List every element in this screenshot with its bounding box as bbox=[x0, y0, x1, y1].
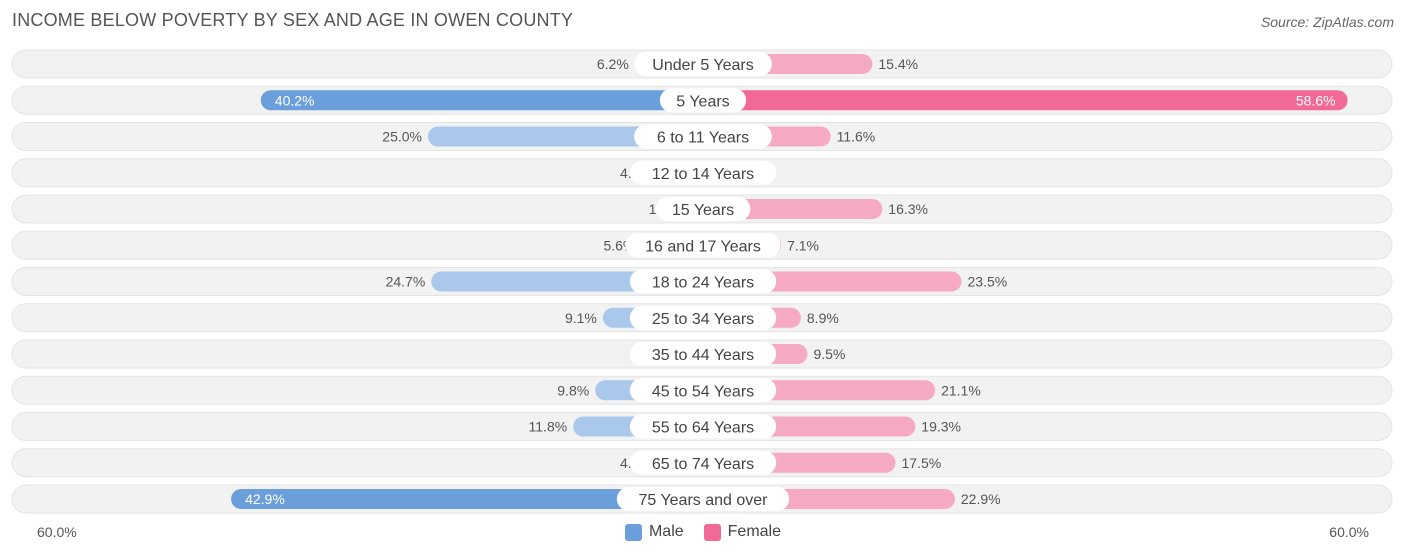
legend-swatch-female bbox=[703, 523, 721, 541]
category-label-bg bbox=[634, 52, 772, 76]
value-label-male: 42.9% bbox=[245, 491, 285, 507]
value-label-male: 11.8% bbox=[529, 419, 568, 435]
chart-title: INCOME BELOW POVERTY BY SEX AND AGE IN O… bbox=[12, 10, 574, 30]
axis-left-label: 60.0% bbox=[37, 524, 77, 540]
value-label-female: 21.1% bbox=[941, 382, 981, 398]
category-label: 65 to 74 Years bbox=[652, 456, 754, 473]
legend-swatch-male bbox=[624, 523, 642, 541]
value-label-male: 6.2% bbox=[597, 56, 629, 72]
category-label-bg bbox=[634, 124, 772, 149]
category-label: 12 to 14 Years bbox=[652, 166, 754, 183]
category-label-bg bbox=[629, 342, 777, 366]
value-label-female: 11.6% bbox=[837, 129, 876, 145]
category-label: 75 Years and over bbox=[639, 492, 769, 509]
bar-male bbox=[231, 489, 703, 509]
value-label-female: 16.3% bbox=[888, 201, 928, 217]
bar-male bbox=[260, 90, 703, 111]
category-label: 6 to 11 Years bbox=[657, 130, 749, 147]
category-label: 35 to 44 Years bbox=[652, 347, 754, 364]
category-label: 45 to 54 Years bbox=[652, 383, 754, 400]
value-label-male: 25.0% bbox=[382, 129, 422, 145]
value-label-male: 9.8% bbox=[557, 382, 589, 398]
value-label-male: 40.2% bbox=[275, 92, 315, 108]
category-label-bg bbox=[629, 378, 777, 403]
category-label: 55 to 64 Years bbox=[652, 420, 754, 437]
value-label-female: 23.5% bbox=[968, 274, 1008, 290]
category-label-bg bbox=[629, 450, 777, 475]
legend: Male Female bbox=[0, 523, 1406, 541]
category-label-bg bbox=[629, 269, 777, 294]
bar-female bbox=[703, 90, 1348, 111]
value-label-female: 15.4% bbox=[878, 56, 918, 72]
value-label-female: 19.3% bbox=[921, 419, 961, 435]
value-label-male: 9.1% bbox=[565, 310, 597, 326]
category-label-bg bbox=[629, 414, 777, 439]
value-label-male: 24.7% bbox=[386, 274, 426, 290]
category-label: 5 Years bbox=[676, 93, 729, 110]
bar-male bbox=[428, 126, 703, 147]
category-label: 15 Years bbox=[672, 202, 734, 219]
value-label-female: 58.6% bbox=[1296, 92, 1336, 108]
value-label-female: 9.5% bbox=[814, 346, 846, 362]
value-label-female: 22.9% bbox=[961, 491, 1001, 507]
category-label-bg bbox=[625, 233, 781, 258]
value-label-female: 8.9% bbox=[807, 310, 839, 326]
category-label: 25 to 34 Years bbox=[652, 311, 754, 328]
value-label-female: 17.5% bbox=[902, 455, 942, 471]
bar-chart: 6.2% 15.4% Under 5 Years 40.2% 58.6% 5 Years 2… bbox=[11, 49, 1393, 514]
category-label-bg bbox=[655, 197, 751, 221]
category-label-bg bbox=[629, 160, 777, 185]
source-note: Source: ZipAtlas.com bbox=[1260, 14, 1394, 30]
category-label-bg bbox=[616, 487, 790, 511]
legend-item-male: Male bbox=[624, 523, 684, 541]
value-label-female: 7.1% bbox=[787, 237, 819, 253]
category-label: Under 5 Years bbox=[652, 57, 753, 74]
category-label-bg bbox=[629, 305, 777, 330]
category-label-bg bbox=[659, 88, 747, 113]
category-label: 16 and 17 Years bbox=[645, 238, 761, 255]
axis-right-label: 60.0% bbox=[1329, 524, 1369, 540]
legend-label-male: Male bbox=[648, 523, 684, 540]
legend-item-female: Female bbox=[703, 523, 782, 541]
legend-label-female: Female bbox=[727, 523, 782, 540]
category-label: 18 to 24 Years bbox=[652, 275, 754, 292]
